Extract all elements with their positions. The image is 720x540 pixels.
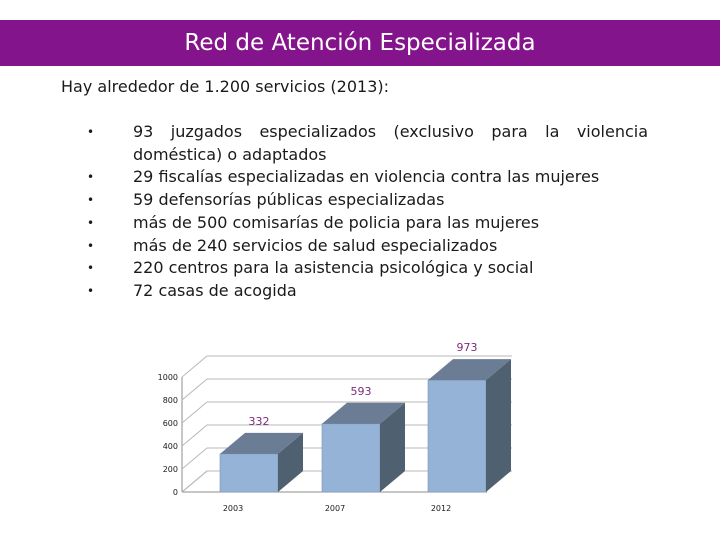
bar-side-2007: [380, 402, 405, 492]
x-tick-label: 2003: [223, 504, 243, 513]
gridline: [181, 470, 512, 493]
bar-side-2012: [486, 359, 511, 492]
list-item: • 29 fiscalías especializadas en violenci…: [82, 166, 648, 189]
bullet-dot: •: [87, 261, 95, 276]
page-title: Red de Atención Especializada: [184, 30, 536, 56]
intro-text: Hay alrededor de 1.200 servicios (2013):: [61, 77, 390, 96]
bar-front-2003: [219, 453, 279, 493]
data-label: 332: [249, 415, 270, 428]
gridline: [181, 378, 512, 401]
gridline: [181, 447, 512, 470]
bullet-dot: •: [87, 238, 95, 253]
list-item: • más de 500 comisarías de policia para l…: [82, 212, 648, 235]
y-tick-label: 200: [163, 465, 178, 474]
bar-side-2003: [278, 432, 303, 492]
list-item: • 72 casas de acogida: [82, 280, 648, 303]
x-tick-label: 2007: [325, 504, 345, 513]
bullet-dot: •: [87, 283, 95, 298]
list-item: • 220 centros para la asistencia psicológ…: [82, 257, 648, 280]
bar-top-2007: [322, 402, 405, 424]
bullet-dot: •: [87, 193, 95, 208]
header-bar: Red de Atención Especializada: [0, 20, 720, 66]
bar-top-2003: [220, 432, 303, 454]
gridline: [181, 424, 512, 447]
data-label: 973: [457, 341, 478, 354]
x-tick-label: 2012: [431, 504, 451, 513]
y-tick-label: 400: [163, 442, 178, 451]
bar-front-2007: [321, 423, 381, 493]
bullet-dot: •: [87, 170, 95, 185]
list-item: • más de 240 servicios de salud especiali…: [82, 235, 648, 258]
bar-top-2012: [428, 359, 511, 381]
gridline: [181, 401, 512, 424]
bar-front-2012: [427, 379, 487, 493]
y-tick-label: 600: [163, 419, 178, 428]
bullet-dot: •: [87, 215, 95, 230]
bullet-list: • 93 juzgados especializados (exclusivo p…: [82, 121, 648, 303]
bullet-dot: •: [87, 125, 95, 139]
list-item: • 59 defensorías públicas especializadas: [82, 189, 648, 212]
y-tick-label: 0: [173, 488, 178, 497]
y-tick-label: 1000: [158, 373, 178, 382]
data-label: 593: [351, 385, 372, 398]
gridline: [181, 355, 512, 378]
y-tick-label: 800: [163, 396, 178, 405]
list-item: • 93 juzgados especializados (exclusivo p…: [87, 122, 648, 164]
